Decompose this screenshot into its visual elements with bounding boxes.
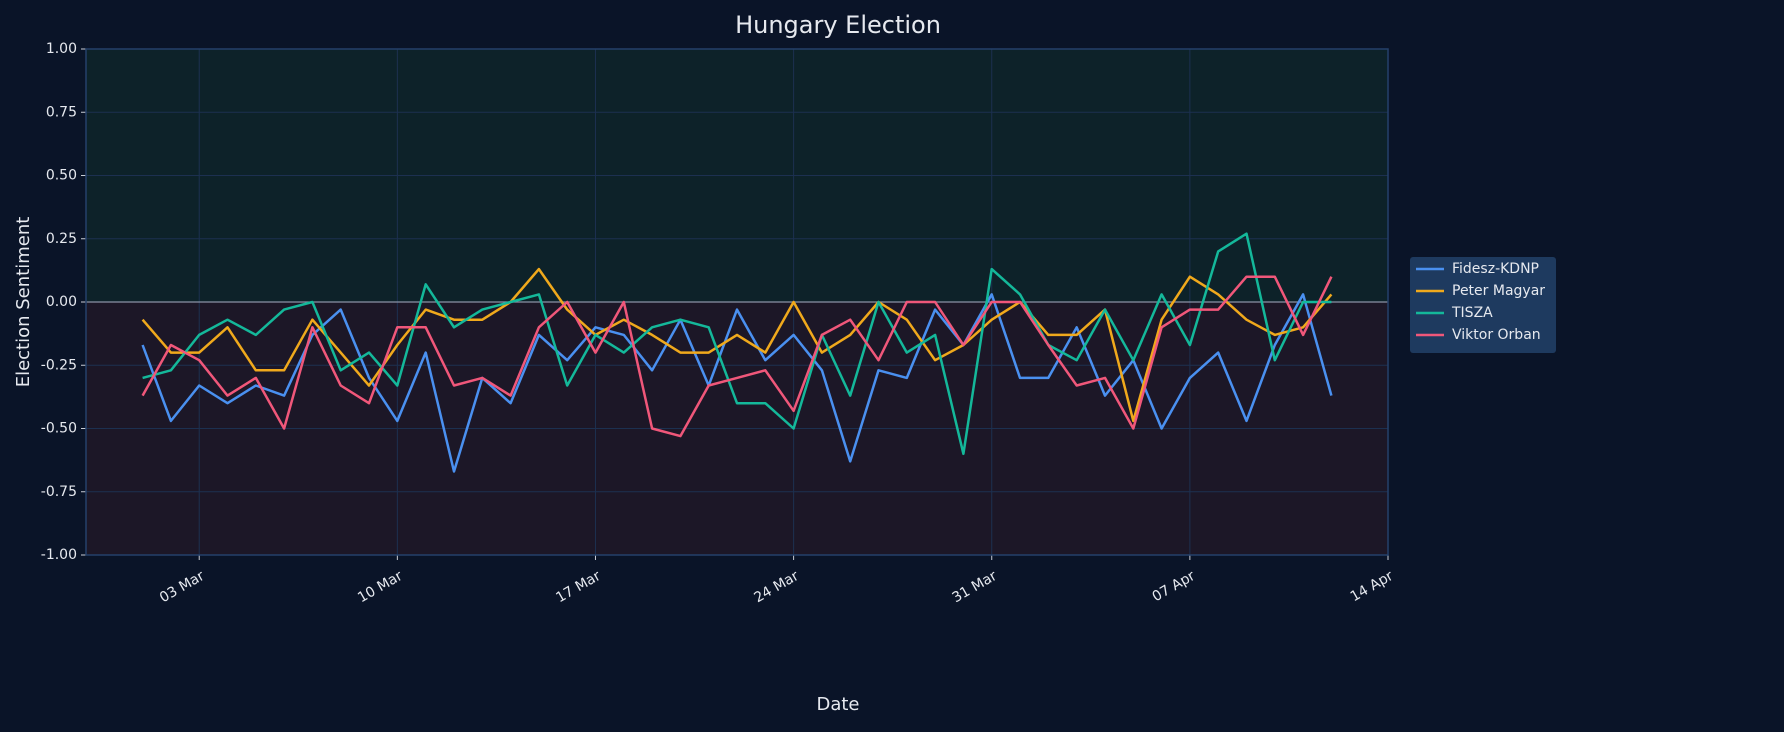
y-tick-label: 1.00 [46,41,77,57]
x-tick-label: 24 Mar [751,568,801,606]
x-tick-label: 07 Apr [1150,568,1198,605]
x-tick-label: 10 Mar [355,568,405,606]
y-tick-label: 0.00 [46,294,77,310]
x-tick-label: 14 Apr [1348,568,1396,605]
y-axis-label: Election Sentiment [13,217,34,388]
y-tick-label: -0.50 [41,421,77,437]
legend-label: TISZA [1451,305,1493,321]
plot-frame [85,48,1389,556]
legend-box [1410,257,1556,353]
x-tick-label: 31 Mar [950,568,1000,606]
x-tick-label: 03 Mar [157,568,207,606]
x-tick-label: 17 Mar [553,568,603,606]
chart-title: Hungary Election [735,11,941,39]
series-line [141,267,1333,423]
legend-label: Viktor Orban [1452,327,1541,343]
y-tick-label: -0.25 [41,357,77,373]
y-tick-label: -0.75 [41,484,77,500]
y-tick-label: 0.50 [46,168,77,184]
y-tick-label: -1.00 [41,547,77,563]
y-tick-label: 0.75 [46,104,77,120]
x-axis-label: Date [816,694,859,715]
series-line [141,275,1333,438]
series-line [142,232,1332,456]
y-tick-label: 0.25 [46,231,77,247]
legend-label: Fidesz-KDNP [1452,261,1539,277]
legend-label: Peter Magyar [1452,283,1545,299]
